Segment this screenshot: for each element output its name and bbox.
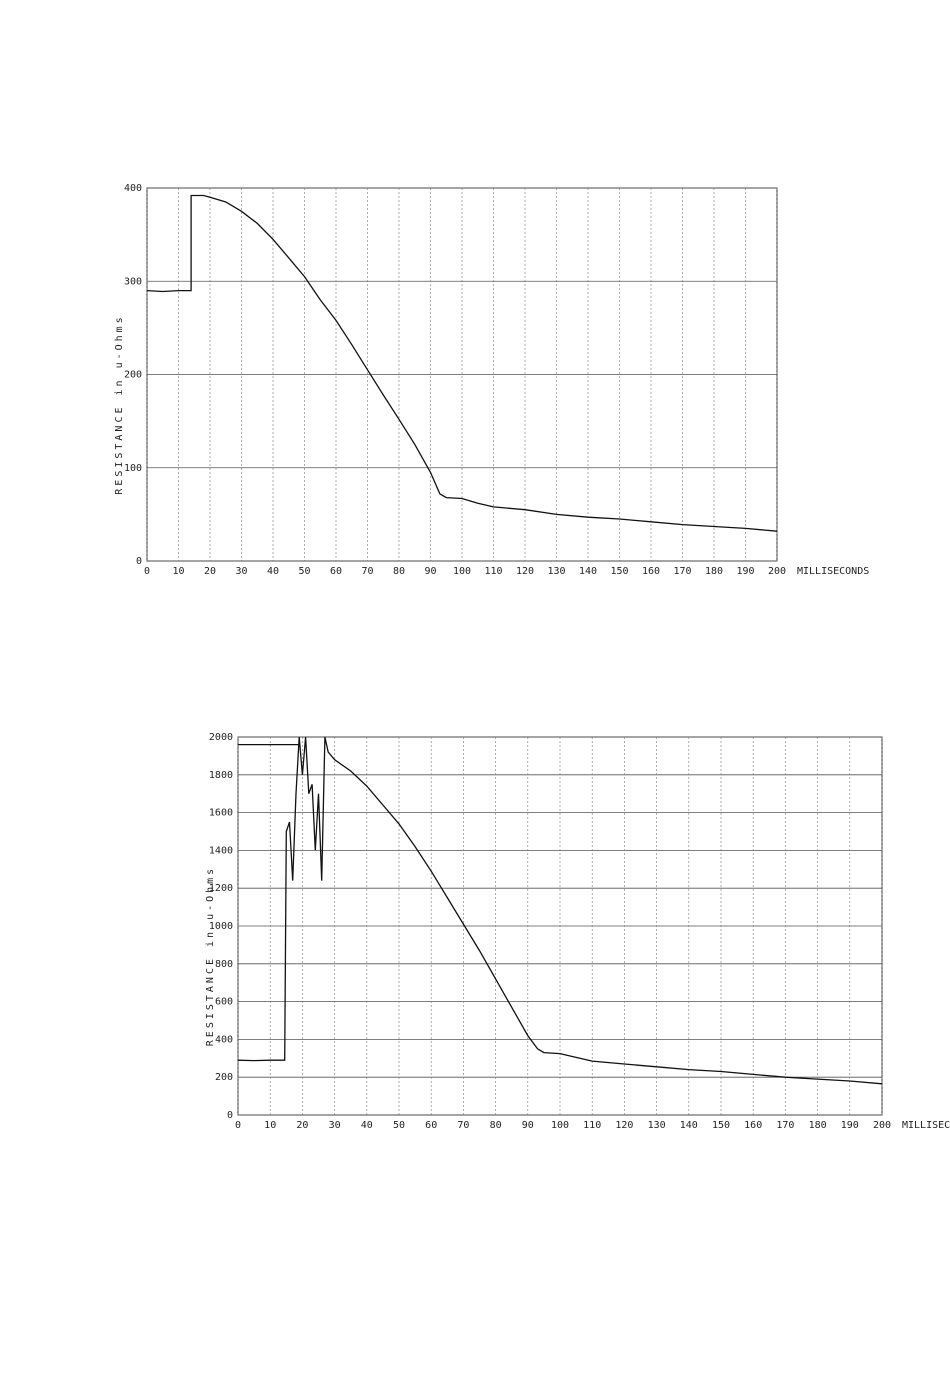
x-tick-label: 140: [680, 1120, 698, 1131]
x-tick-label: 150: [712, 1120, 730, 1131]
x-tick-label: 70: [361, 566, 373, 577]
x-tick-label: 120: [615, 1120, 633, 1131]
x-axis-label: MILLISECONDS: [902, 1120, 950, 1131]
x-tick-label: 170: [673, 566, 691, 577]
y-tick-label: 0: [136, 556, 142, 567]
y-tick-label: 1600: [209, 808, 233, 819]
x-tick-label: 130: [648, 1120, 666, 1131]
y-tick-label: 0: [227, 1110, 233, 1121]
x-tick-label: 30: [235, 566, 247, 577]
x-tick-label: 90: [424, 566, 436, 577]
x-tick-label: 140: [579, 566, 597, 577]
x-tick-label: 160: [744, 1120, 762, 1131]
x-tick-label: 110: [484, 566, 502, 577]
x-tick-label: 70: [457, 1120, 469, 1131]
x-tick-label: 40: [361, 1120, 373, 1131]
x-tick-label: 110: [583, 1120, 601, 1131]
x-tick-label: 160: [642, 566, 660, 577]
x-tick-label: 130: [547, 566, 565, 577]
x-tick-label: 80: [490, 1120, 502, 1131]
y-tick-label: 200: [124, 370, 142, 381]
y-axis-label: RESISTANCE in u-Ohms: [114, 314, 125, 494]
y-tick-label: 800: [215, 959, 233, 970]
y-tick-label: 1000: [209, 921, 233, 932]
data-line: [237, 736, 883, 1085]
y-tick-label: 200: [215, 1072, 233, 1083]
x-tick-label: 10: [172, 566, 184, 577]
x-tick-label: 200: [873, 1120, 891, 1131]
x-tick-label: 100: [551, 1120, 569, 1131]
y-tick-label: 1200: [209, 883, 233, 894]
x-tick-label: 60: [330, 566, 342, 577]
y-tick-label: 100: [124, 463, 142, 474]
data-line: [146, 194, 778, 532]
x-tick-label: 60: [425, 1120, 437, 1131]
x-axis-label: MILLISECONDS: [797, 566, 869, 577]
x-tick-label: 100: [453, 566, 471, 577]
x-tick-label: 120: [516, 566, 534, 577]
x-tick-label: 200: [768, 566, 786, 577]
x-tick-label: 30: [329, 1120, 341, 1131]
x-tick-label: 0: [235, 1120, 241, 1131]
x-tick-label: 150: [610, 566, 628, 577]
y-tick-label: 2000: [209, 732, 233, 743]
y-tick-label: 1400: [209, 845, 233, 856]
x-tick-label: 170: [776, 1120, 794, 1131]
x-tick-label: 40: [267, 566, 279, 577]
x-tick-label: 190: [736, 566, 754, 577]
x-tick-label: 180: [809, 1120, 827, 1131]
x-tick-label: 50: [298, 566, 310, 577]
x-tick-label: 20: [296, 1120, 308, 1131]
x-tick-label: 90: [522, 1120, 534, 1131]
y-tick-label: 300: [124, 276, 142, 287]
x-tick-label: 50: [393, 1120, 405, 1131]
x-tick-label: 10: [264, 1120, 276, 1131]
y-axis-label: RESISTANCE in u-Ohms: [205, 866, 216, 1046]
x-tick-label: 0: [144, 566, 150, 577]
x-tick-label: 190: [841, 1120, 859, 1131]
y-tick-label: 600: [215, 997, 233, 1008]
x-tick-label: 180: [705, 566, 723, 577]
y-tick-label: 1800: [209, 770, 233, 781]
y-tick-label: 400: [215, 1034, 233, 1045]
x-tick-label: 20: [204, 566, 216, 577]
x-tick-label: 80: [393, 566, 405, 577]
y-tick-label: 400: [124, 183, 142, 194]
